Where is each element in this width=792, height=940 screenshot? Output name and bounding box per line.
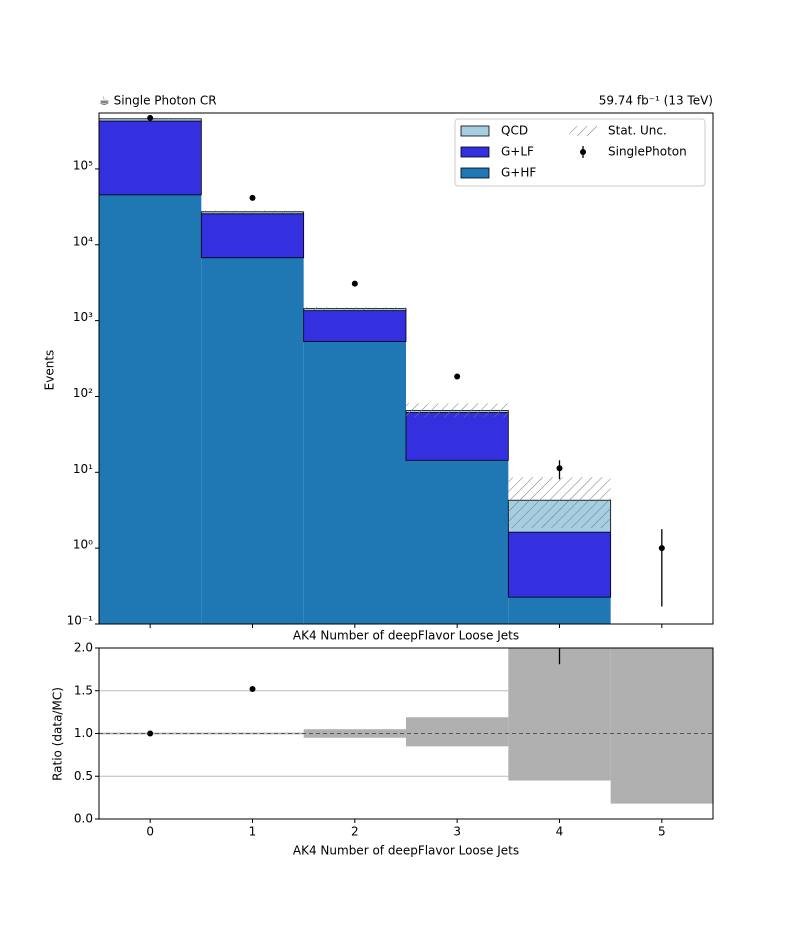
x-axis-label: AK4 Number of deepFlavor Loose Jets: [293, 629, 519, 643]
y-tick-label: 10⁰: [73, 538, 93, 552]
legend-swatch: [460, 125, 490, 137]
legend-label: QCD: [501, 124, 528, 138]
lumi-label: 59.74 fb⁻¹ (13 TeV): [599, 94, 713, 108]
y-tick-label: 1.0: [74, 726, 93, 740]
plot-area: [99, 114, 665, 624]
y-tick-label: 10⁻¹: [67, 614, 94, 628]
data-point: [454, 373, 461, 380]
ratio-point: [249, 686, 256, 693]
x-tick-label: 0: [146, 825, 154, 839]
bar-segment: [405, 412, 509, 461]
legend-swatch: [460, 146, 490, 158]
axes-frame: [98, 112, 714, 625]
y-tick-label: 10²: [73, 386, 93, 400]
y-tick-label: 10¹: [73, 462, 93, 476]
y-tick-label: 2.0: [74, 641, 93, 655]
plot-area: [99, 648, 713, 819]
ratio-unc-band: [610, 648, 713, 804]
ratio-unc-band: [201, 732, 304, 735]
y-tick-label: 0.5: [74, 769, 93, 783]
x-tick-label: 2: [351, 825, 359, 839]
bar-segment: [406, 460, 509, 624]
stat-unc-band: [201, 210, 304, 213]
x-axis-label: AK4 Number of deepFlavor Loose Jets: [293, 844, 519, 858]
y-axis-label: Events: [43, 350, 57, 391]
legend-swatch: [580, 149, 586, 155]
y-tick-label: 10⁴: [73, 234, 93, 248]
stat-unc-band: [406, 403, 509, 418]
bar-segment: [508, 597, 611, 624]
data-point: [249, 194, 256, 201]
ratio-point: [147, 730, 154, 737]
ratio-unc-band: [508, 648, 611, 781]
stat-unc-band: [303, 307, 406, 311]
stat-unc-band: [508, 477, 611, 529]
y-tick-label: 10³: [73, 310, 93, 324]
bar-segment: [303, 310, 407, 342]
ratio-unc-band: [406, 717, 509, 747]
y-axis-label: Ratio (data/MC): [51, 687, 65, 781]
x-tick-label: 4: [556, 825, 564, 839]
ratio-panel: 0.0 0.5 1.0 1.5 2.0 0 1 2 3 4 5 Ratio (data/MC) AK4 …: [51, 641, 714, 858]
chart-title: ☕ Single Photon CR: [99, 94, 217, 108]
data-point: [658, 545, 665, 552]
y-tick-label: 1.5: [74, 683, 93, 697]
bar-segment: [99, 120, 202, 196]
main-panel: 10⁻¹ 10⁰ 10¹ 10² 10³ 10⁴ 10⁵ ☕ Single Photon CR…: [43, 94, 714, 643]
y-tick-label: 0.0: [74, 812, 93, 826]
y-tick-label: 10⁵: [73, 158, 93, 172]
x-tick-label: 5: [658, 825, 666, 839]
data-point: [351, 280, 358, 287]
bar-segment: [303, 341, 406, 624]
legend-label: G+HF: [501, 166, 536, 180]
bar-segment: [507, 531, 612, 598]
x-tick-label: 1: [249, 825, 257, 839]
legend-label: G+LF: [501, 145, 534, 159]
legend-label: SinglePhoton: [608, 145, 687, 159]
legend-label: Stat. Unc.: [608, 124, 667, 138]
data-point: [147, 114, 154, 121]
bar-segment: [201, 257, 304, 624]
bar-segment: [200, 213, 305, 259]
data-point: [556, 465, 563, 472]
legend-swatch: [569, 126, 597, 136]
legend-box: [454, 118, 706, 187]
legend-swatch: [460, 167, 490, 179]
bar-segment: [99, 194, 202, 624]
x-tick-label: 3: [453, 825, 461, 839]
